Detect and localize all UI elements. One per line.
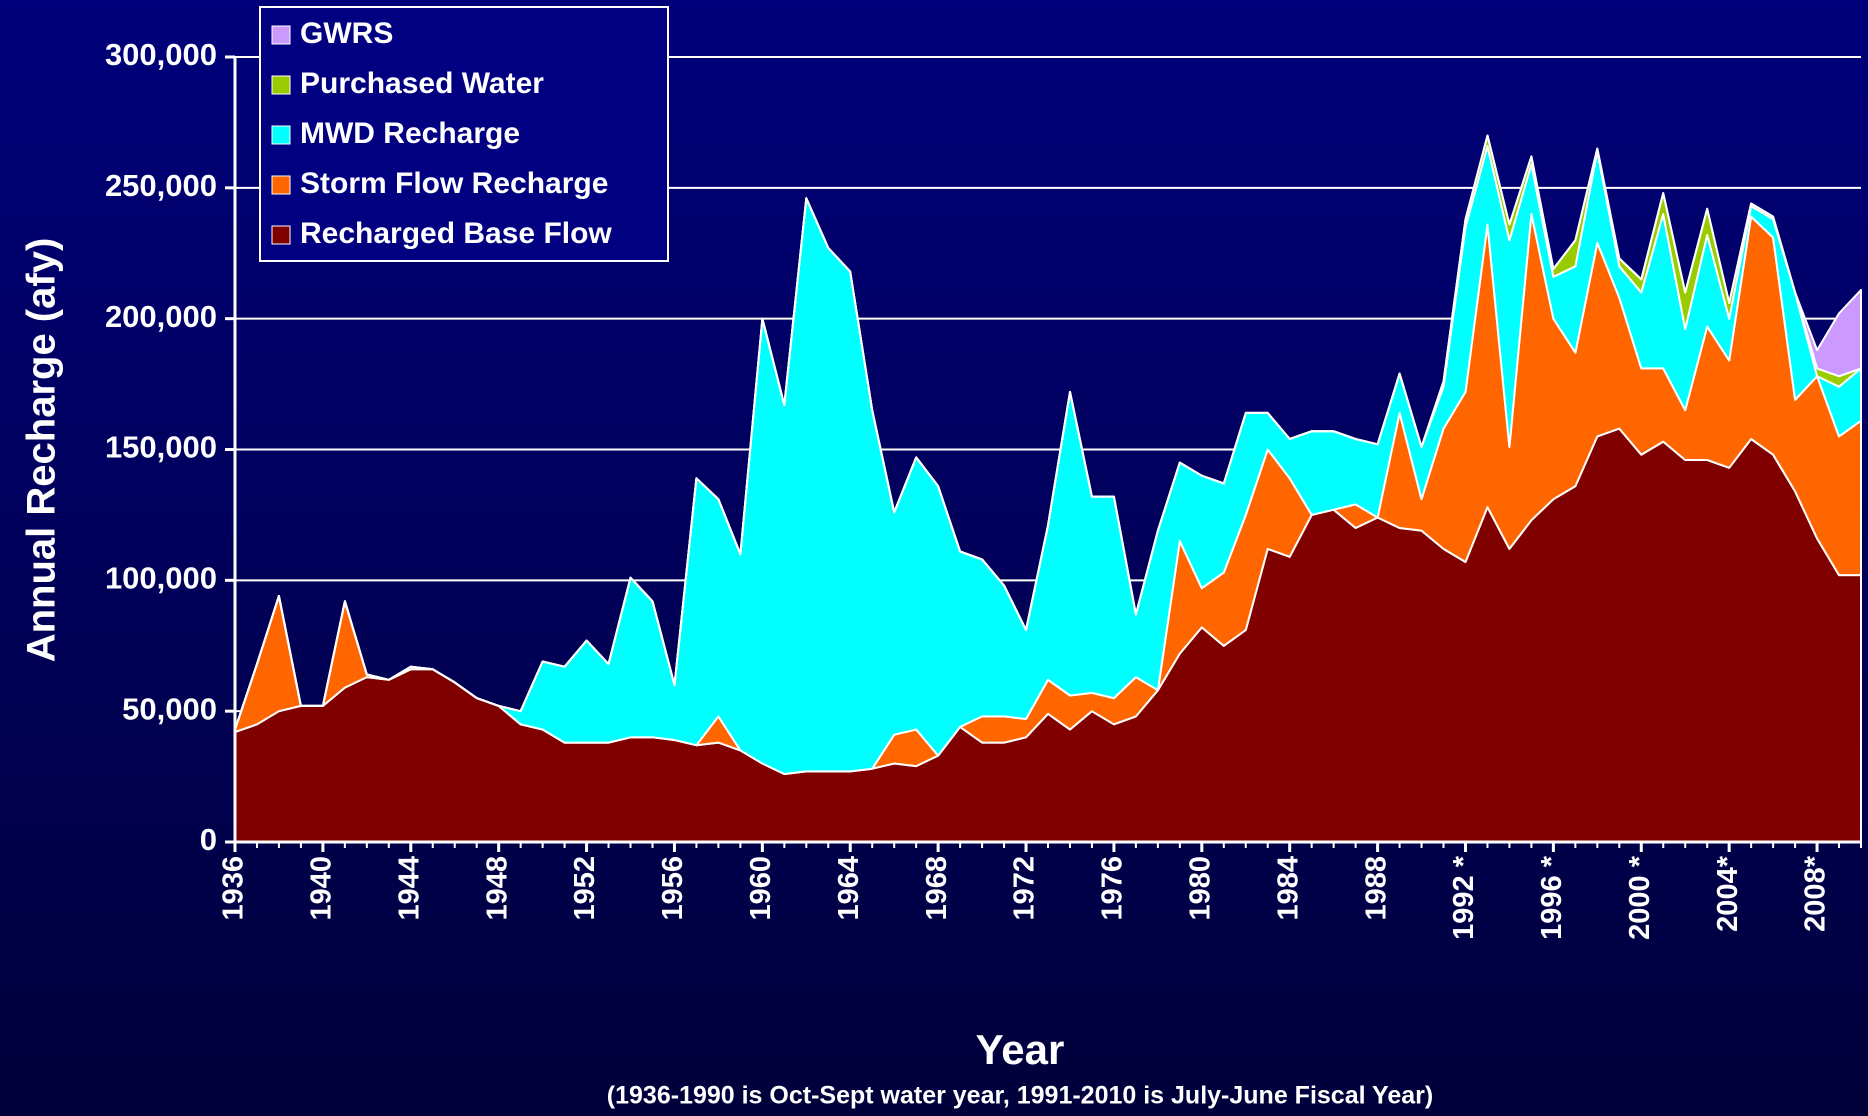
- legend-label: Recharged Base Flow: [300, 217, 612, 250]
- legend-label: Purchased Water: [300, 67, 544, 100]
- x-tick-label: 1956: [657, 856, 689, 921]
- x-tick-label: 1992 *: [1448, 855, 1480, 940]
- legend-swatch: [271, 175, 291, 195]
- y-tick-label: 50,000: [122, 691, 217, 726]
- x-tick-label: 1952: [569, 856, 601, 921]
- x-tick-label: 1996 *: [1536, 855, 1568, 940]
- legend-swatch: [271, 125, 291, 145]
- y-axis-title: Annual Recharge (afy): [20, 238, 64, 663]
- x-tick-label: 1940: [306, 856, 338, 921]
- x-tick-label: 2008*: [1800, 855, 1832, 932]
- x-tick-label: 1984: [1272, 856, 1304, 921]
- x-tick-label: 1988: [1360, 856, 1392, 921]
- x-tick-label: 2004*: [1712, 855, 1744, 932]
- x-tick-label: 1964: [833, 856, 865, 921]
- legend-label: MWD Recharge: [300, 117, 520, 150]
- y-tick-label: 100,000: [105, 561, 217, 596]
- y-tick-label: 200,000: [105, 299, 217, 334]
- legend: GWRS Purchased Water MWD Recharge Storm Flo…: [259, 6, 669, 262]
- x-tick-label: 1976: [1097, 856, 1129, 921]
- x-tick-label: 2000 *: [1624, 855, 1656, 940]
- x-axis-note: (1936-1990 is Oct-Sept water year, 1991-…: [607, 1082, 1433, 1110]
- legend-label: Storm Flow Recharge: [300, 167, 608, 200]
- legend-label: GWRS: [300, 17, 393, 50]
- y-tick-label: 250,000: [105, 168, 217, 203]
- x-tick-label: 1948: [481, 856, 513, 921]
- x-tick-label: 1980: [1184, 856, 1216, 921]
- x-tick-label: 1972: [1009, 856, 1041, 921]
- x-tick-label: 1936: [218, 856, 250, 921]
- y-tick-label: 300,000: [105, 37, 217, 72]
- legend-swatch: [271, 25, 291, 45]
- legend-swatch: [271, 75, 291, 95]
- x-tick-label: 1960: [745, 856, 777, 921]
- area: [234, 134, 1862, 731]
- x-axis-title: Year: [976, 1026, 1065, 1073]
- x-tick-label: 1968: [921, 856, 953, 921]
- legend-box: [259, 6, 669, 262]
- y-tick-label: 0: [200, 822, 217, 857]
- legend-swatch: [271, 225, 291, 245]
- x-tick-label: 1944: [393, 856, 425, 921]
- y-tick-label: 150,000: [105, 430, 217, 465]
